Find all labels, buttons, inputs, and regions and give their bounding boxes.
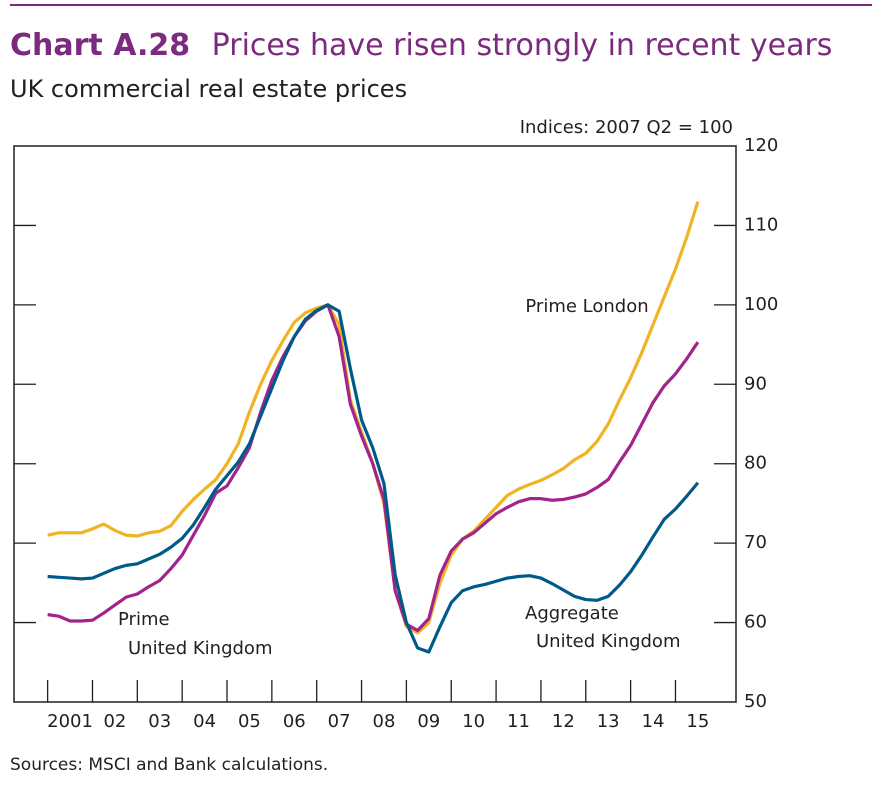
chart-heading: Chart A.28 Prices have risen strongly in…	[10, 28, 832, 63]
series-line	[47, 201, 700, 635]
y-tick-label: 50	[744, 691, 767, 712]
x-tick-label: 06	[283, 711, 306, 732]
series-label: United Kingdom	[536, 631, 680, 652]
y-tick-label: 70	[744, 532, 767, 553]
y-tick-label: 90	[744, 373, 767, 394]
source-note: Sources: MSCI and Bank calculations.	[10, 755, 328, 775]
y-tick-label: 80	[744, 453, 767, 474]
series-label: Prime London	[525, 296, 648, 317]
x-tick-label: 03	[148, 711, 171, 732]
x-tick-label: 04	[193, 711, 216, 732]
y-tick-label: 120	[744, 135, 778, 156]
chart-number: Chart A.28	[10, 28, 190, 63]
x-tick-label: 12	[552, 711, 575, 732]
x-tick-label: 11	[507, 711, 530, 732]
x-tick-label: 14	[642, 711, 665, 732]
series-label: Prime	[118, 609, 170, 630]
chart-subtitle: UK commercial real estate prices	[10, 75, 407, 103]
series-line	[47, 303, 700, 654]
x-tick-label: 09	[417, 711, 440, 732]
x-tick-label: 07	[328, 711, 351, 732]
x-tick-label: 10	[462, 711, 485, 732]
plot-frame	[13, 145, 737, 703]
y-axis-label: Indices: 2007 Q2 = 100	[520, 117, 733, 138]
y-tick-label: 60	[744, 612, 767, 633]
x-tick-label: 02	[103, 711, 126, 732]
x-tick-label: 2001	[47, 711, 93, 732]
chart-title: Prices have risen strongly in recent yea…	[212, 28, 833, 63]
series-label: Aggregate	[525, 603, 619, 624]
series-label: United Kingdom	[128, 638, 272, 659]
x-tick-label: 15	[686, 711, 709, 732]
y-tick-label: 100	[744, 294, 778, 315]
y-tick-label: 110	[744, 214, 778, 235]
x-tick-label: 08	[373, 711, 396, 732]
x-tick-label: 05	[238, 711, 261, 732]
series-line	[47, 303, 700, 633]
x-tick-label: 13	[597, 711, 620, 732]
